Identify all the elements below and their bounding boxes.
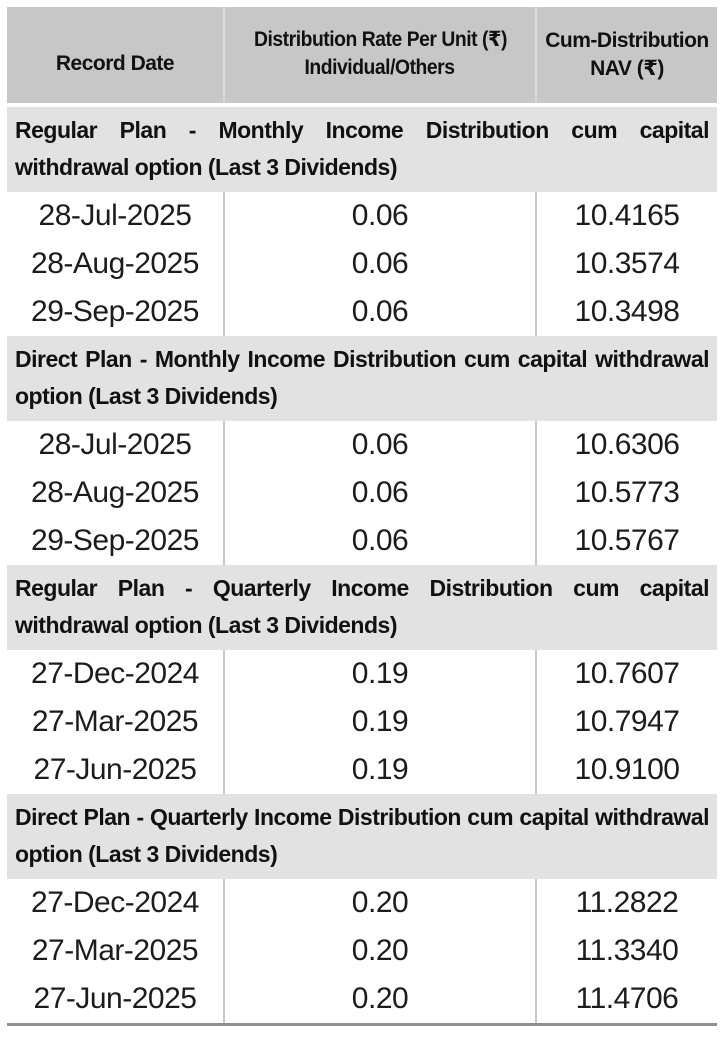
distribution-rate-cell: 0.19 [223, 746, 535, 794]
header-distribution-rate: Distribution Rate Per Unit (₹) Individua… [223, 7, 535, 103]
table-row: 28-Jul-2025 0.06 10.6306 [7, 421, 717, 469]
record-date-cell: 27-Mar-2025 [31, 705, 199, 738]
record-date-cell: 29-Sep-2025 [31, 295, 199, 328]
cum-nav-cell: 10.9100 [535, 746, 717, 794]
header-distribution-rate-line2: Individual/Others [305, 56, 455, 79]
table-row: 29-Sep-2025 0.06 10.5767 [7, 517, 717, 565]
table-row: 27-Dec-2024 0.19 10.7607 [7, 650, 717, 698]
distribution-rate-cell: 0.06 [223, 288, 535, 336]
cum-nav-cell: 10.6306 [535, 421, 717, 469]
section-title-text: Direct Plan - Monthly Income Distributio… [15, 346, 710, 409]
cum-nav-cell: 11.4706 [535, 975, 717, 1023]
table-bottom-border [7, 1023, 717, 1026]
record-date-cell: 28-Jul-2025 [38, 199, 192, 232]
table-header: Record Date Distribution Rate Per Unit (… [7, 7, 717, 103]
distribution-rate-cell: 0.06 [223, 192, 535, 240]
cum-nav-cell: 10.3574 [535, 240, 717, 288]
record-date-cell: 28-Jul-2025 [38, 428, 192, 461]
header-separator [7, 103, 717, 107]
cum-nav-cell: 10.7947 [535, 698, 717, 746]
distribution-rate-cell: 0.19 [223, 650, 535, 698]
distribution-rate-cell: 0.06 [223, 517, 535, 565]
distribution-rate-cell: 0.20 [223, 975, 535, 1023]
cum-nav-cell: 11.2822 [535, 879, 717, 927]
distribution-rate-cell: 0.19 [223, 698, 535, 746]
header-distribution-rate-line1: Distribution Rate Per Unit (₹) [253, 28, 507, 51]
distribution-rate-cell: 0.06 [223, 469, 535, 517]
record-date-cell: 27-Dec-2024 [31, 886, 199, 919]
table-row: 27-Mar-2025 0.20 11.3340 [7, 927, 717, 975]
section-title: Regular Plan - Quarterly Income Distribu… [7, 565, 717, 650]
section-title-text: Regular Plan - Monthly Income Distributi… [15, 117, 710, 180]
header-cum-distribution-nav: Cum-Distribution NAV (₹) [535, 7, 717, 103]
header-record-date: Record Date [55, 52, 175, 75]
table-row: 28-Aug-2025 0.06 10.5773 [7, 469, 717, 517]
record-date-cell: 29-Sep-2025 [31, 524, 199, 557]
distribution-rate-cell: 0.20 [223, 927, 535, 975]
cum-nav-cell: 10.4165 [535, 192, 717, 240]
cum-nav-cell: 10.7607 [535, 650, 717, 698]
section-title: Direct Plan - Quarterly Income Distribut… [7, 794, 717, 879]
distribution-rate-cell: 0.20 [223, 879, 535, 927]
table-row: 27-Mar-2025 0.19 10.7947 [7, 698, 717, 746]
sections: Regular Plan - Monthly Income Distributi… [7, 107, 717, 1023]
record-date-cell: 27-Jun-2025 [33, 753, 197, 786]
record-date-cell: 27-Jun-2025 [33, 982, 197, 1015]
record-date-cell: 27-Mar-2025 [31, 934, 199, 967]
section-title-text: Direct Plan - Quarterly Income Distribut… [15, 804, 710, 867]
table-row: 27-Dec-2024 0.20 11.2822 [7, 879, 717, 927]
table-row: 27-Jun-2025 0.20 11.4706 [7, 975, 717, 1023]
cum-nav-cell: 10.5773 [535, 469, 717, 517]
distribution-rate-cell: 0.06 [223, 240, 535, 288]
record-date-cell: 27-Dec-2024 [31, 657, 199, 690]
record-date-cell: 28-Aug-2025 [31, 476, 199, 509]
section-title: Regular Plan - Monthly Income Distributi… [7, 107, 717, 192]
table-row: 29-Sep-2025 0.06 10.3498 [7, 288, 717, 336]
section-title: Direct Plan - Monthly Income Distributio… [7, 336, 717, 421]
distribution-rate-cell: 0.06 [223, 421, 535, 469]
record-date-cell: 28-Aug-2025 [31, 247, 199, 280]
cum-nav-cell: 10.5767 [535, 517, 717, 565]
table-row: 27-Jun-2025 0.19 10.9100 [7, 746, 717, 794]
section-title-text: Regular Plan - Quarterly Income Distribu… [15, 575, 710, 638]
dividend-table: Record Date Distribution Rate Per Unit (… [7, 7, 717, 1026]
cum-nav-cell: 11.3340 [535, 927, 717, 975]
table-row: 28-Aug-2025 0.06 10.3574 [7, 240, 717, 288]
table-row: 28-Jul-2025 0.06 10.4165 [7, 192, 717, 240]
cum-nav-cell: 10.3498 [535, 288, 717, 336]
